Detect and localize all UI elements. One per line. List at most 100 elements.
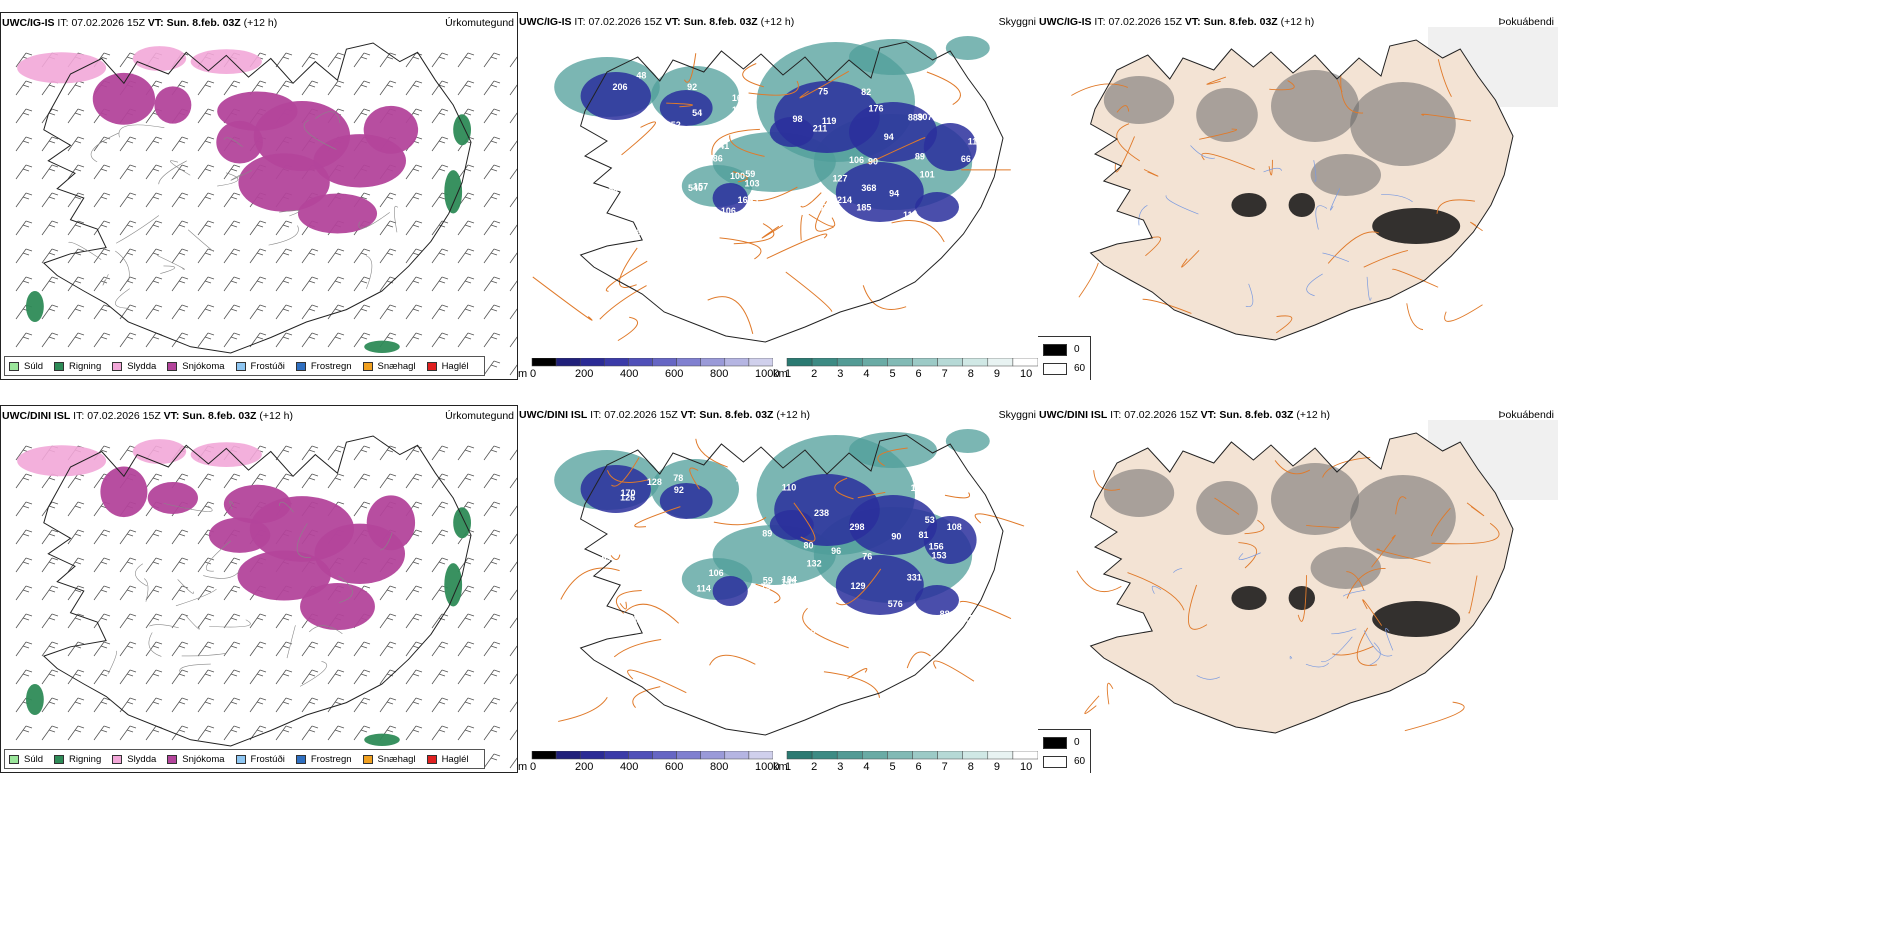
fog-legend: 0 60 xyxy=(1038,336,1091,380)
colorbar-tick: 6 xyxy=(915,368,922,380)
precip-legend-item: Frostregn xyxy=(295,754,352,765)
precip-legend-item: Slydda xyxy=(112,754,156,765)
colorbar-tick: 10 xyxy=(1020,761,1033,773)
visibility-label: 115 xyxy=(630,540,645,550)
precip-areas xyxy=(17,46,471,353)
visibility-label: 75 xyxy=(761,582,771,592)
it-value: 07.02.2026 15Z xyxy=(71,17,145,29)
visibility-label: 108 xyxy=(947,522,962,532)
visibility-label: 54 xyxy=(641,617,651,627)
colorbar-tick: 5 xyxy=(889,368,896,380)
precip-title-top: UWC/IG-IS IT: 07.02.2026 15Z VT: Sun. 8.… xyxy=(2,17,277,29)
legend-label: Haglél xyxy=(441,360,469,372)
colorbar-tick: 7 xyxy=(941,761,948,773)
visibility-label: 90 xyxy=(868,156,878,166)
visibility-areas xyxy=(554,429,990,615)
colorbar-cell xyxy=(987,358,1014,367)
colorbar-cell xyxy=(724,751,750,760)
legend-swatch xyxy=(167,754,178,764)
visibility-label: 140 xyxy=(632,615,647,625)
colorbar-unit: m xyxy=(518,761,528,773)
fog-index-title: Þokuábendi xyxy=(1498,409,1554,421)
colorbar-unit: km xyxy=(773,368,788,380)
legend-label: Snæhagl xyxy=(377,753,416,765)
coastline xyxy=(42,42,472,354)
visibility-label: 80 xyxy=(803,540,813,550)
visibility-label: 90 xyxy=(891,532,901,542)
colorbar-cell xyxy=(579,751,605,760)
visibility-label: 71 xyxy=(651,208,661,218)
visibility-label: 148 xyxy=(672,609,687,619)
road-network xyxy=(558,438,1025,722)
legend-swatch xyxy=(235,361,246,371)
visibility-label: 225 xyxy=(736,474,751,484)
colorbar-cell xyxy=(811,751,838,760)
visibility-label: 115 xyxy=(903,210,918,220)
coastline xyxy=(579,41,1004,343)
colorbar-cell xyxy=(604,358,629,367)
legend-label: Frostúði xyxy=(250,360,285,372)
precip-legend-item: Frostúði xyxy=(235,754,285,765)
fog-legend-dark-label: 0 xyxy=(1074,344,1080,355)
visibility-label: 160 xyxy=(732,93,747,103)
visibility-label: 114 xyxy=(696,584,711,594)
visibility-label: 59 xyxy=(602,553,612,563)
elevation-colorbar: m 0 200 400 600 800 1000 xyxy=(518,751,779,773)
visibility-label: 94 xyxy=(889,188,899,198)
fog-map xyxy=(1076,420,1558,734)
visibility-label: 58 xyxy=(933,492,943,502)
fog-panel-bottom: UWC/DINI ISL IT: 07.02.2026 15Z VT: Sun.… xyxy=(1038,405,1558,773)
vt-value: Sun. 8.feb. 03Z xyxy=(166,17,241,29)
legend-swatch xyxy=(426,361,437,371)
precip-legend-item: Frostregn xyxy=(295,361,352,372)
visibility-label: 86 xyxy=(713,154,723,164)
it-value: 07.02.2026 15Z xyxy=(1108,16,1182,28)
visibility-label: 88 xyxy=(940,609,950,619)
legend-swatch xyxy=(167,361,178,371)
visibility-label: 64 xyxy=(909,607,919,617)
colorbar-cell xyxy=(987,751,1014,760)
colorbar-tick: 8 xyxy=(967,761,974,773)
fog-legend-dark-label: 0 xyxy=(1074,737,1080,748)
visibility-label: 82 xyxy=(861,87,871,97)
elevation-colorbar: m 0 200 400 600 800 1000 xyxy=(518,358,779,380)
visibility-label: 153 xyxy=(931,551,946,561)
visibility-label: 170 xyxy=(620,488,635,498)
colorbar-cell xyxy=(579,358,605,367)
visibility-label: 91 xyxy=(731,613,741,623)
visibility-label: 90 xyxy=(643,614,653,624)
vt-label: VT: xyxy=(163,410,180,422)
fog-legend-dark-swatch xyxy=(1043,737,1067,749)
visibility-label: 73 xyxy=(657,581,667,591)
visibility-label: 185 xyxy=(856,203,871,213)
visibility-label: 307 xyxy=(917,112,932,122)
vt-value: Sun. 8.feb. 03Z xyxy=(683,16,758,28)
visibility-label: 127 xyxy=(833,174,848,184)
visibility-label: 59 xyxy=(607,158,617,168)
elevation-colorbar-gradient xyxy=(531,751,773,760)
precip-title-bottom: UWC/DINI ISL IT: 07.02.2026 15Z VT: Sun.… xyxy=(2,410,293,422)
road-lines xyxy=(68,111,399,309)
legend-swatch xyxy=(362,361,373,371)
fog-legend: 0 60 xyxy=(1038,729,1091,773)
colorbar-cell xyxy=(937,751,963,760)
visibility-map: 188 152 75 160 60 59 156 71 214 162 54 84 101 59 94 106… xyxy=(532,36,1011,343)
colorbar-tick: 1 xyxy=(785,368,792,380)
legend-label: Snjókoma xyxy=(182,753,225,765)
vt-value: Sun. 8.feb. 03Z xyxy=(1203,16,1278,28)
lead-time: (+12 h) xyxy=(1296,409,1330,421)
visibility-value-labels: 188 152 75 160 60 59 156 71 214 162 54 84 101 59 94 106… xyxy=(603,71,992,245)
colorbar-cell xyxy=(1012,751,1038,760)
legend-swatch xyxy=(54,361,65,371)
colorbar-tick: 1 xyxy=(785,761,792,773)
colorbar-cell xyxy=(836,358,863,367)
colorbar-tick: 10 xyxy=(1020,368,1033,380)
model-name: UWC/IG-IS xyxy=(1039,16,1092,28)
colorbar-tick: 600 xyxy=(665,368,684,380)
visibility-label: 81 xyxy=(919,530,929,540)
legend-swatch xyxy=(362,754,373,764)
model-name: UWC/IG-IS xyxy=(2,17,55,29)
precip-legend-item: Frostúði xyxy=(235,360,285,372)
visibility-label: 41 xyxy=(719,141,729,151)
visibility-label: 59 xyxy=(745,169,755,179)
